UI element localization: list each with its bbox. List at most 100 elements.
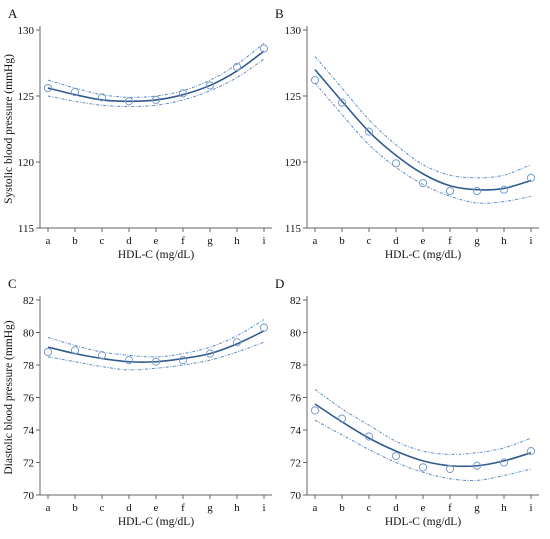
data-point (337, 414, 347, 423)
x-tick-label: g (474, 502, 480, 514)
y-tick-label: 80 (290, 328, 302, 340)
x-tick-label: b (339, 502, 345, 514)
panel-letter: C (8, 276, 17, 291)
y-axis-title: Diastolic blood pressure (mmHg) (3, 320, 15, 474)
data-point (97, 351, 107, 360)
x-tick-label: f (181, 502, 185, 514)
ci-lower-line (47, 58, 265, 108)
x-tick-label: e (154, 235, 159, 247)
data-point (232, 62, 242, 72)
data-point (124, 97, 134, 106)
data-point (43, 347, 53, 357)
x-axis-title: HDL-C (mg/dL) (118, 516, 195, 528)
y-tick-label: 70 (290, 490, 302, 502)
ci-lower-line (314, 82, 532, 204)
fit-line (314, 403, 532, 468)
ci-upper-line (47, 319, 265, 358)
data-point (418, 179, 428, 188)
data-point (259, 44, 269, 53)
data-point (205, 81, 215, 90)
ci-upper-line (314, 56, 532, 179)
y-tick-label: 80 (23, 328, 35, 340)
data-point (337, 98, 347, 107)
x-tick-label: g (207, 502, 213, 514)
data-point (151, 357, 161, 366)
fit-line (47, 50, 265, 103)
y-tick-label: 130 (18, 25, 35, 37)
data-point (70, 346, 80, 355)
x-tick-label: i (262, 235, 265, 247)
x-tick-label: a (313, 502, 318, 514)
data-point (526, 173, 536, 182)
y-tick-label: 120 (18, 157, 35, 169)
data-point (472, 461, 482, 470)
x-tick-label: g (474, 235, 480, 247)
data-point (445, 464, 455, 474)
ci-lower-line (47, 341, 265, 371)
x-tick-label: e (154, 502, 159, 514)
data-point (499, 185, 509, 194)
x-tick-label: c (100, 235, 105, 247)
y-tick-label: 115 (285, 223, 302, 235)
data-point (97, 93, 107, 102)
data-point (232, 338, 242, 347)
x-tick-label: i (529, 502, 532, 514)
x-tick-label: h (234, 235, 240, 247)
ci-lower-line (314, 419, 532, 482)
data-point (391, 159, 401, 168)
data-point (364, 432, 374, 441)
panel-d: D 70 72 74 76 78 80 82 a b c d e f g h i HDL-C (mg/dL) (275, 276, 539, 528)
x-tick-label: c (100, 502, 105, 514)
y-tick-label: 115 (18, 223, 35, 235)
y-tick-label: 130 (285, 25, 302, 37)
data-point (205, 349, 215, 358)
x-tick-label: a (46, 235, 51, 247)
y-tick-label: 78 (23, 360, 35, 372)
x-tick-label: c (367, 502, 372, 514)
x-tick-label: e (421, 502, 426, 514)
y-tick-label: 120 (285, 157, 302, 169)
y-tick-label: 76 (290, 393, 302, 405)
x-tick-label: b (339, 235, 345, 247)
y-tick-label: 72 (23, 458, 34, 470)
panel-c: C 70 72 74 76 78 80 82 a b c d e f g h i HDL-C (mg/dL) Dia… (3, 276, 272, 528)
x-tick-label: f (448, 502, 452, 514)
x-axis-title: HDL-C (mg/dL) (118, 249, 195, 261)
y-tick-label: 82 (290, 295, 301, 307)
data-point (391, 451, 401, 461)
ci-upper-line (314, 388, 532, 455)
data-point (310, 76, 320, 85)
fit-line (47, 330, 265, 363)
data-point (526, 447, 536, 456)
x-tick-label: d (393, 502, 399, 514)
x-tick-label: b (72, 502, 78, 514)
y-tick-label: 78 (290, 360, 302, 372)
x-tick-label: f (181, 235, 185, 247)
x-tick-label: f (448, 235, 452, 247)
panel-letter: A (8, 6, 18, 21)
y-tick-label: 125 (285, 91, 302, 103)
x-tick-label: b (72, 235, 78, 247)
x-tick-label: e (421, 235, 426, 247)
x-tick-label: g (207, 235, 213, 247)
y-tick-label: 125 (18, 91, 35, 103)
y-axis-title: Systolic blood pressure (mmHg) (3, 54, 15, 204)
panel-letter: D (275, 276, 284, 291)
data-point (178, 356, 188, 365)
x-tick-label: i (529, 235, 532, 247)
data-point (151, 95, 161, 105)
x-tick-label: c (367, 235, 372, 247)
panel-letter: B (275, 6, 284, 21)
panel-a: A 115 120 125 130 a b c d e f g h i HDL-C (mg/dL) Systo… (3, 6, 272, 261)
ci-upper-line (47, 42, 265, 98)
data-point (472, 186, 482, 196)
x-axis-title: HDL-C (mg/dL) (385, 516, 462, 528)
x-tick-label: i (262, 502, 265, 514)
x-tick-label: d (393, 235, 399, 247)
data-point (364, 127, 374, 136)
data-point (418, 463, 428, 472)
y-tick-label: 74 (23, 425, 35, 437)
x-tick-label: h (501, 502, 507, 514)
y-tick-label: 72 (290, 458, 301, 470)
